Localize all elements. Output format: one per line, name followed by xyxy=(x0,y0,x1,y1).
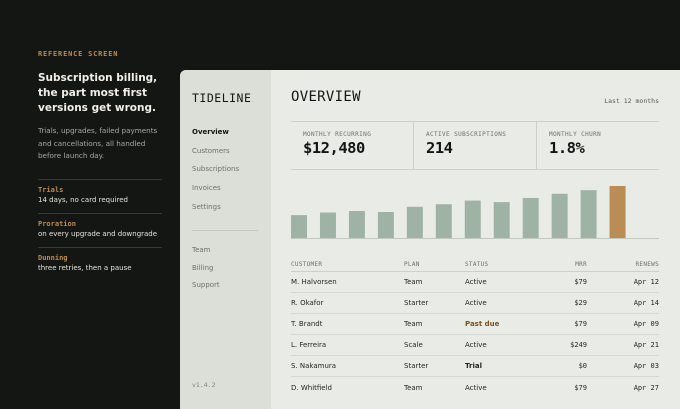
plan-cell: Starter xyxy=(404,362,429,370)
stat-value: 214 xyxy=(426,139,453,157)
stat-label: ACTIVE SUBSCRIPTIONS xyxy=(426,131,507,138)
sidebar-item-support[interactable]: Support xyxy=(192,281,220,289)
app-logo[interactable]: TIDELINE xyxy=(192,91,252,105)
customer-name: D. Whitfield xyxy=(291,383,332,392)
stat-monthly-churn: MONTHLY CHURN 1.8% xyxy=(536,122,659,169)
chart-bar[interactable] xyxy=(580,190,597,238)
chart-bar[interactable] xyxy=(291,215,307,238)
renews-cell: Apr 27 xyxy=(633,383,659,392)
reference-item-value: on every upgrade and downgrade xyxy=(38,229,158,238)
chart-bar-current[interactable] xyxy=(609,186,626,238)
sidebar-item-settings[interactable]: Settings xyxy=(192,202,221,211)
page-title: OVERVIEW xyxy=(291,89,361,105)
app-window: TIDELINE Overview Customers Subscription… xyxy=(180,70,680,409)
customers-table: CUSTOMER PLAN STATUS MRR RENEWS M. Halvo… xyxy=(291,258,659,398)
reference-item-trials: Trials 14 days, no card required xyxy=(38,178,162,213)
reference-item-value: three retries, then a pause xyxy=(38,263,132,272)
mrr-cell: $29 xyxy=(574,299,587,307)
chart-bar[interactable] xyxy=(435,204,452,238)
table-row[interactable]: S. Nakamura Starter Trial $0 Apr 03 xyxy=(291,356,659,377)
column-header-plan[interactable]: PLAN xyxy=(404,261,420,268)
chart-bar[interactable] xyxy=(319,212,336,238)
table-row[interactable]: T. Brandt Team Past due $79 Apr 09 xyxy=(291,314,659,335)
chart-bar[interactable] xyxy=(493,202,510,238)
chart-bar[interactable] xyxy=(522,197,539,238)
reference-description: Trials, upgrades, failed payments and ca… xyxy=(38,126,158,160)
reference-item-value: 14 days, no card required xyxy=(38,195,128,204)
sidebar-item-customers[interactable]: Customers xyxy=(192,146,230,155)
reference-item-key: Trials xyxy=(38,185,64,194)
customer-name: T. Brandt xyxy=(291,320,323,328)
status-badge: Active xyxy=(465,383,487,392)
status-badge: Active xyxy=(465,299,487,307)
customer-name: M. Halvorsen xyxy=(291,278,337,286)
chart-bar[interactable] xyxy=(406,206,423,238)
table-row[interactable]: M. Halvorsen Team Active $79 Apr 12 xyxy=(291,272,659,293)
stats-row: MONTHLY RECURRING $12,480 ACTIVE SUBSCRI… xyxy=(291,121,659,170)
mrr-cell: $79 xyxy=(574,320,587,328)
stat-active-subscriptions: ACTIVE SUBSCRIPTIONS 214 xyxy=(413,122,536,169)
sidebar-nav-secondary: Team Billing Support xyxy=(192,244,220,297)
stat-value: $12,480 xyxy=(303,139,365,157)
sidebar-item-team[interactable]: Team xyxy=(192,246,211,254)
column-header-status[interactable]: STATUS xyxy=(465,261,489,268)
mrr-cell: $79 xyxy=(574,383,587,392)
sidebar-nav: Overview Customers Subscriptions Invoice… xyxy=(192,126,239,219)
reference-item-key: Dunning xyxy=(38,253,68,262)
plan-cell: Team xyxy=(404,278,423,286)
renews-cell: Apr 12 xyxy=(633,278,659,286)
customer-name: S. Nakamura xyxy=(291,362,337,370)
reference-panel: REFERENCE SCREEN Subscription billing, t… xyxy=(38,50,162,281)
sidebar-item-billing[interactable]: Billing xyxy=(192,263,214,272)
renews-cell: Apr 14 xyxy=(633,299,659,307)
table-body: M. Halvorsen Team Active $79 Apr 12 R. Okafor… xyxy=(291,272,659,398)
column-header-mrr[interactable]: MRR xyxy=(575,261,587,268)
plan-cell: Starter xyxy=(404,299,429,307)
renews-cell: Apr 09 xyxy=(633,320,659,328)
chart-bar[interactable] xyxy=(348,210,365,238)
column-header-renews[interactable]: RENEWS xyxy=(635,261,659,268)
chart-bar[interactable] xyxy=(464,200,481,238)
status-badge: Past due xyxy=(465,320,500,328)
stat-value: 1.8% xyxy=(549,139,585,157)
mrr-bar-chart xyxy=(291,186,659,239)
reference-title: Subscription billing, the part most firs… xyxy=(38,72,158,114)
customer-name: R. Okafor xyxy=(291,299,324,307)
sidebar-item-overview[interactable]: Overview xyxy=(192,128,229,136)
reference-item-key: Proration xyxy=(38,219,76,228)
main-content: OVERVIEW Last 12 months MONTHLY RECURRIN… xyxy=(271,70,680,409)
stat-label: MONTHLY CHURN xyxy=(549,131,602,138)
reference-item-dunning: Dunning three retries, then a pause xyxy=(38,246,162,281)
status-badge: Active xyxy=(465,341,487,349)
mrr-cell: $79 xyxy=(574,278,587,286)
table-row[interactable]: R. Okafor Starter Active $29 Apr 14 xyxy=(291,293,659,314)
sidebar-item-subscriptions[interactable]: Subscriptions xyxy=(192,165,240,174)
stat-monthly-recurring: MONTHLY RECURRING $12,480 xyxy=(291,122,413,169)
reference-item-proration: Proration on every upgrade and downgrade xyxy=(38,212,162,247)
reference-list: Trials 14 days, no card required Prorati… xyxy=(38,178,162,281)
table-header: CUSTOMER PLAN STATUS MRR RENEWS xyxy=(291,258,659,272)
date-range-selector[interactable]: Last 12 months xyxy=(604,97,659,105)
sidebar-divider xyxy=(192,230,258,231)
status-badge: Trial xyxy=(465,362,482,370)
plan-cell: Scale xyxy=(404,341,423,349)
reference-tag: REFERENCE SCREEN xyxy=(38,50,119,58)
plan-cell: Team xyxy=(404,320,423,328)
chart-bar[interactable] xyxy=(377,212,394,238)
mrr-cell: $249 xyxy=(570,341,587,349)
chart-bar[interactable] xyxy=(551,193,568,238)
customer-name: L. Ferreira xyxy=(291,341,327,349)
table-row[interactable]: L. Ferreira Scale Active $249 Apr 21 xyxy=(291,335,659,356)
stat-label: MONTHLY RECURRING xyxy=(303,131,372,138)
sidebar-item-invoices[interactable]: Invoices xyxy=(192,184,221,193)
status-badge: Active xyxy=(465,278,487,286)
sidebar: TIDELINE Overview Customers Subscription… xyxy=(180,70,271,409)
column-header-customer[interactable]: CUSTOMER xyxy=(291,261,323,268)
renews-cell: Apr 03 xyxy=(633,362,659,370)
app-version: v1.4.2 xyxy=(192,381,216,389)
mrr-cell: $0 xyxy=(578,362,587,370)
renews-cell: Apr 21 xyxy=(633,341,659,349)
table-row[interactable]: D. Whitfield Team Active $79 Apr 27 xyxy=(291,377,659,398)
plan-cell: Team xyxy=(404,383,423,392)
